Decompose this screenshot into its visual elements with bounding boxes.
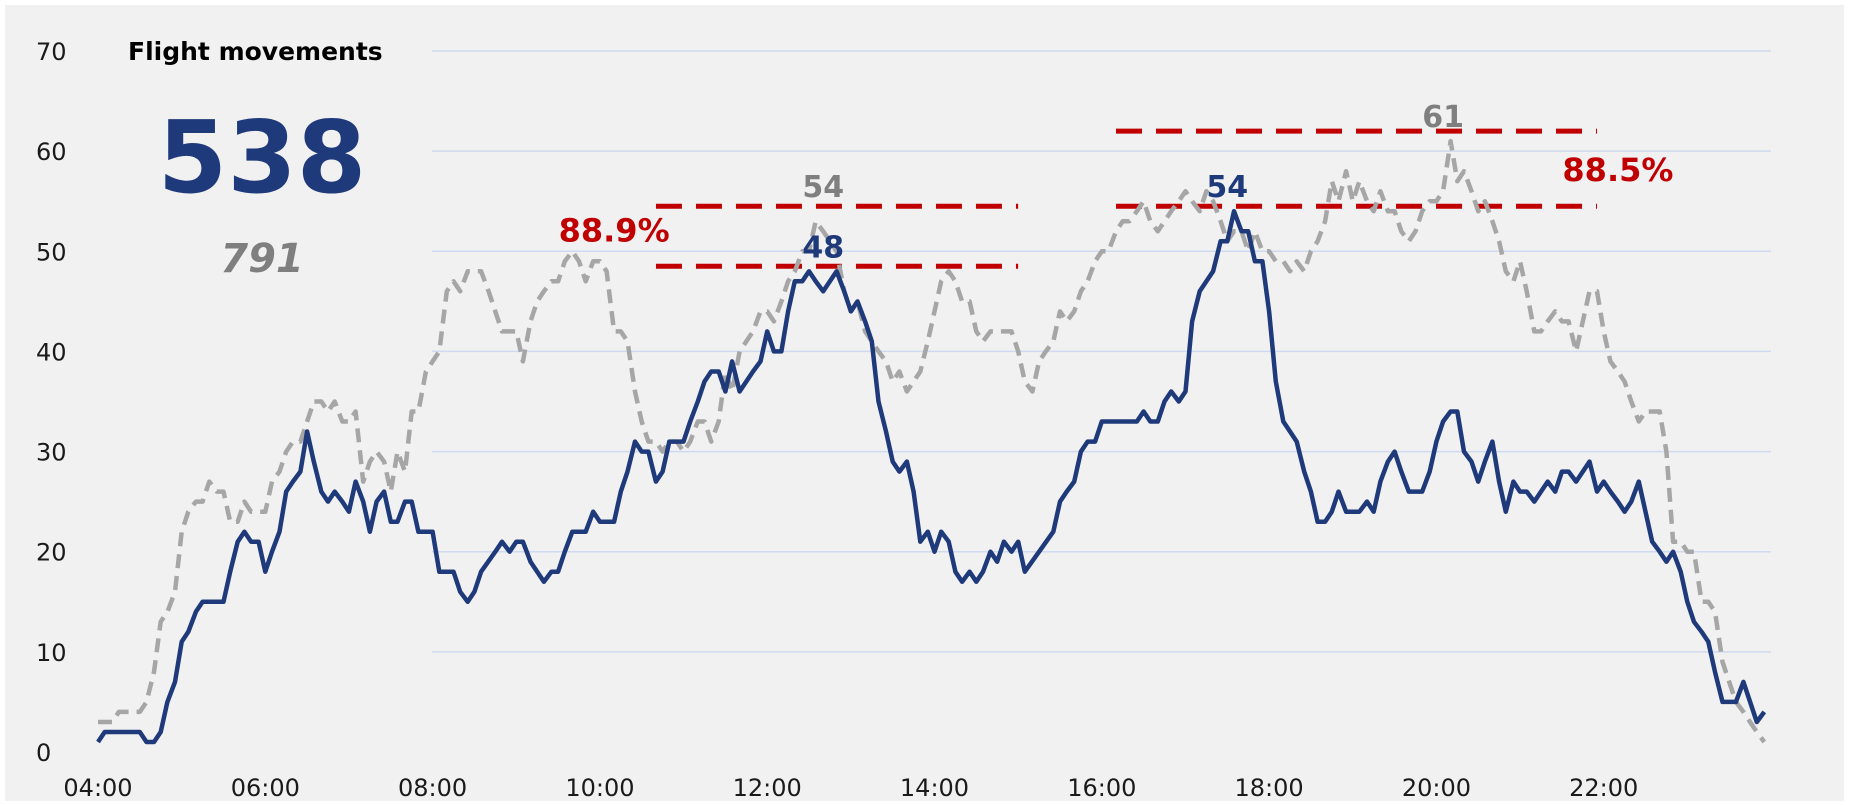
kpi-current-total: 538: [158, 99, 367, 216]
y-tick-label: 0: [36, 739, 51, 767]
peak-label-current: 48: [802, 230, 844, 265]
grid-lines: [432, 50, 1771, 653]
peak-label-previous: 61: [1422, 100, 1464, 135]
y-tick-label: 50: [36, 238, 67, 266]
x-tick-label: 18:00: [1235, 774, 1304, 802]
series-lines: [96, 138, 1767, 745]
capacity-ratio-label: 88.5%: [1562, 151, 1673, 189]
y-tick-label: 10: [36, 639, 67, 667]
y-tick-label: 70: [36, 38, 67, 66]
series-line-current: [96, 208, 1767, 745]
peak-label-current: 54: [1206, 170, 1248, 205]
x-tick-label: 22:00: [1569, 774, 1638, 802]
y-tick-label: 20: [36, 539, 67, 567]
y-tick-label: 40: [36, 338, 67, 366]
chart-background: [5, 5, 1844, 801]
chart-title: Flight movements: [128, 37, 383, 66]
x-tick-label: 08:00: [398, 774, 467, 802]
y-tick-label: 60: [36, 138, 67, 166]
series-line-previous: [98, 138, 1767, 744]
x-tick-label: 16:00: [1067, 774, 1136, 802]
x-tick-label: 04:00: [63, 774, 132, 802]
y-axis-ticks: 0 10 20 30 40 50 60 70: [36, 38, 67, 767]
x-tick-label: 10:00: [565, 774, 634, 802]
capacity-lines: [655, 128, 1598, 269]
peak-label-previous: 54: [802, 170, 844, 205]
x-axis-ticks: 04:00 06:00 08:00 10:00 12:00 14:00 16:00 18:00…: [63, 774, 1638, 802]
capacity-ratio-label: 88.9%: [559, 211, 670, 249]
y-tick-label: 30: [36, 439, 67, 467]
x-tick-label: 12:00: [733, 774, 802, 802]
x-tick-label: 06:00: [231, 774, 300, 802]
kpi-previous-total: 791: [220, 236, 304, 282]
x-tick-label: 14:00: [900, 774, 969, 802]
x-tick-label: 20:00: [1402, 774, 1471, 802]
annotations: 54 48 61 54 88.9% 88.5%: [559, 100, 1674, 265]
